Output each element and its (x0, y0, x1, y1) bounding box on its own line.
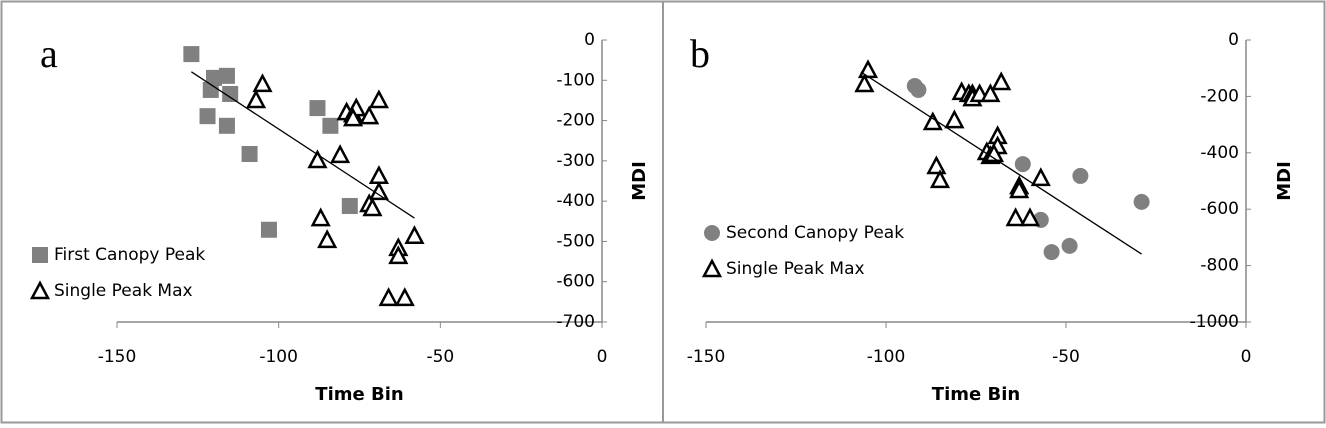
data-point (983, 143, 1005, 163)
data-point (991, 71, 1012, 91)
x-axis-label: Time Bin (315, 384, 403, 405)
data-point (944, 109, 965, 129)
x-tick-label: 0 (597, 347, 608, 367)
data-point (1072, 167, 1089, 184)
data-point (252, 73, 273, 93)
legend-marker (29, 280, 51, 300)
data-point (368, 89, 389, 109)
data-point (980, 83, 1001, 103)
y-tick-label: -500 (556, 231, 595, 251)
y-tick-label: -300 (556, 151, 595, 171)
legend-marker (32, 247, 48, 263)
x-tick-label: -50 (1052, 347, 1080, 367)
y-tick-label: -800 (1200, 256, 1239, 276)
x-tick-label: -50 (426, 347, 454, 367)
x-axis-label: Time Bin (932, 384, 1020, 405)
data-point (322, 117, 339, 134)
y-tick-label: -600 (1200, 199, 1239, 219)
data-point (330, 144, 351, 164)
data-point (378, 287, 399, 307)
y-tick-label: -100 (556, 70, 595, 90)
panel-label: a (40, 31, 58, 76)
data-point (926, 155, 947, 175)
y-axis-label: MDI (1274, 161, 1295, 201)
y-axis-label: MDI (629, 161, 650, 201)
y-tick-label: -400 (556, 191, 595, 211)
legend-marker (704, 225, 720, 241)
data-point (260, 221, 277, 238)
y-tick-label: -400 (1200, 143, 1239, 163)
data-point (341, 197, 358, 214)
data-point (394, 287, 415, 307)
x-tick-label: 0 (1241, 347, 1252, 367)
legend-label: First Canopy Peak (54, 245, 205, 265)
legend-label: Single Peak Max (726, 259, 865, 279)
x-tick-label: -100 (867, 347, 906, 367)
y-tick-label: -200 (556, 111, 595, 131)
data-point (368, 165, 389, 185)
data-point (1043, 244, 1060, 261)
legend-marker (701, 258, 723, 278)
y-tick-label: 0 (1228, 30, 1239, 50)
data-point (342, 107, 364, 127)
data-point (202, 81, 219, 98)
data-point (218, 67, 235, 84)
legend-label: Second Canopy Peak (726, 223, 904, 243)
x-tick-label: -150 (98, 347, 137, 367)
data-point (241, 146, 258, 163)
y-tick-label: 0 (584, 30, 595, 50)
y-tick-label: -200 (1200, 86, 1239, 106)
data-point (307, 149, 328, 169)
data-point (854, 73, 875, 93)
data-point (910, 81, 927, 98)
data-point (199, 108, 216, 125)
data-point (183, 46, 200, 63)
data-point (310, 207, 331, 227)
data-point (1061, 237, 1078, 254)
data-point (222, 85, 239, 102)
trendline (860, 71, 1142, 255)
data-point (206, 69, 222, 86)
data-point (1133, 193, 1150, 210)
data-point (1009, 179, 1030, 199)
data-point (1005, 207, 1026, 227)
y-tick-label: -600 (556, 272, 595, 292)
data-point (1019, 207, 1041, 227)
data-point (362, 197, 383, 217)
data-point (245, 89, 267, 109)
x-tick-label: -150 (687, 347, 726, 367)
legend-label: Single Peak Max (54, 281, 193, 301)
panel-label: b (690, 31, 710, 76)
data-point (359, 105, 380, 125)
data-point (857, 59, 879, 79)
trendline (191, 71, 415, 219)
data-point (218, 117, 235, 134)
data-point (1030, 167, 1051, 187)
data-point (309, 100, 326, 117)
data-point (317, 229, 338, 249)
data-point (929, 169, 951, 189)
y-tick-label: -1000 (1190, 312, 1239, 332)
data-point (1014, 156, 1031, 173)
y-tick-label: -700 (556, 312, 595, 332)
data-point (388, 245, 409, 265)
data-point (404, 225, 425, 245)
x-tick-label: -100 (259, 347, 298, 367)
